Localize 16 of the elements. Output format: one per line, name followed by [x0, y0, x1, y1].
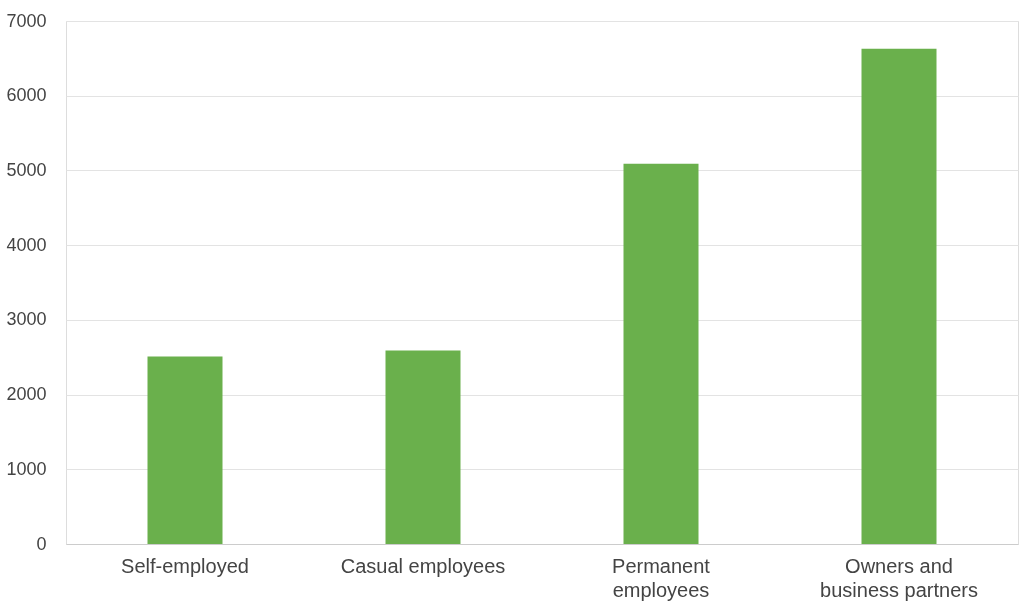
y-tick-label: 0 — [36, 533, 47, 554]
bar — [623, 163, 699, 544]
x-tick-label: Owners and business partners — [820, 554, 978, 601]
y-tick-label: 2000 — [6, 384, 47, 405]
bar — [385, 350, 461, 544]
y-tick-label: 5000 — [6, 159, 47, 180]
y-tick-label: 7000 — [6, 10, 47, 31]
y-tick-label: 4000 — [6, 234, 47, 255]
x-tick-label: Casual employees — [340, 554, 506, 577]
bar — [147, 356, 223, 544]
bar — [861, 48, 937, 544]
y-tick-label: 6000 — [6, 85, 47, 106]
y-tick-label: 3000 — [6, 309, 47, 330]
x-tick-label: Permanent employees — [612, 554, 711, 601]
x-tick-label: Self-employed — [121, 554, 249, 577]
y-tick-label: 1000 — [6, 458, 47, 479]
